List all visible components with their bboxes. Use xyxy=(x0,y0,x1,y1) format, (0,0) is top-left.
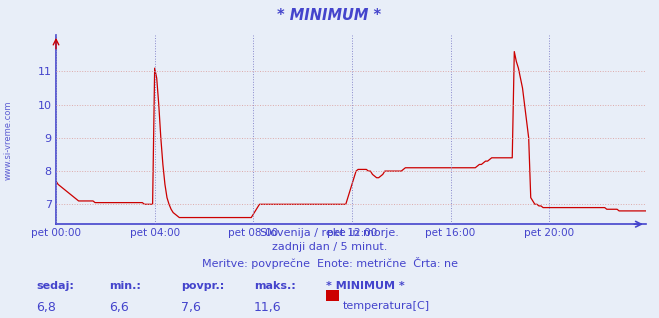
Text: maks.:: maks.: xyxy=(254,281,295,291)
Text: 11,6: 11,6 xyxy=(254,301,281,314)
Text: * MINIMUM *: * MINIMUM * xyxy=(326,281,405,291)
Text: Slovenija / reke in morje.: Slovenija / reke in morje. xyxy=(260,228,399,238)
Text: temperatura[C]: temperatura[C] xyxy=(343,301,430,310)
Text: sedaj:: sedaj: xyxy=(36,281,74,291)
Text: 6,6: 6,6 xyxy=(109,301,129,314)
Text: min.:: min.: xyxy=(109,281,140,291)
Text: zadnji dan / 5 minut.: zadnji dan / 5 minut. xyxy=(272,242,387,252)
Text: * MINIMUM *: * MINIMUM * xyxy=(277,8,382,23)
Text: Meritve: povprečne  Enote: metrične  Črta: ne: Meritve: povprečne Enote: metrične Črta:… xyxy=(202,257,457,269)
Text: www.si-vreme.com: www.si-vreme.com xyxy=(4,100,13,180)
Text: 7,6: 7,6 xyxy=(181,301,201,314)
Text: 6,8: 6,8 xyxy=(36,301,56,314)
Text: povpr.:: povpr.: xyxy=(181,281,225,291)
